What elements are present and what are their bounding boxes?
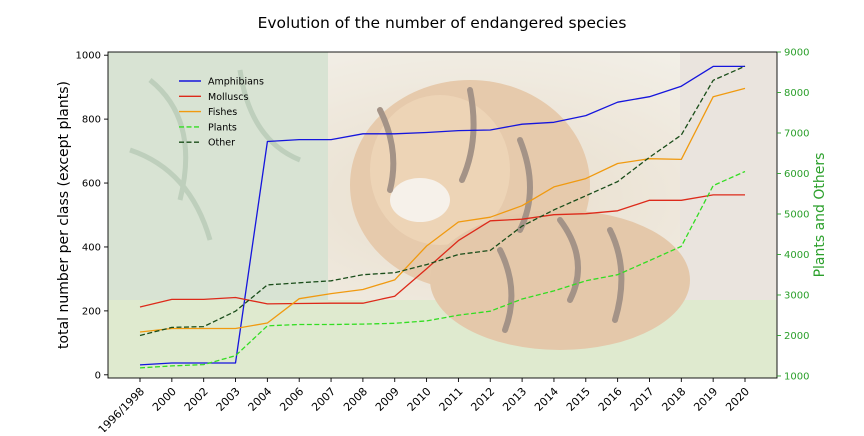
x-tick-label: 2015 [564, 385, 593, 414]
y2-tick-label: 8000 [784, 88, 809, 99]
x-tick-label: 2017 [628, 385, 657, 414]
x-tick-label: 2019 [691, 385, 720, 414]
y-tick-label: 200 [82, 306, 101, 317]
series-line-other [139, 65, 746, 337]
x-tick-label: 2003 [214, 385, 243, 414]
x-tick-label: 2020 [723, 385, 752, 414]
y-tick-label: 400 [82, 242, 101, 253]
legend: Amphibians Molluscs Fishes Plants Other [179, 77, 264, 149]
legend-label-fishes: Fishes [208, 107, 237, 118]
x-tick-label: 2016 [596, 385, 625, 414]
y2-tick-label: 3000 [784, 290, 809, 301]
y2-tick-label: 4000 [784, 250, 809, 261]
y-tick-label: 0 [95, 370, 101, 381]
plot-frame [107, 51, 778, 379]
x-tick-label: 2007 [309, 385, 338, 414]
chart-title: Evolution of the number of endangered sp… [258, 14, 627, 32]
y-axis-label: total number per class (except plants) [56, 81, 72, 349]
legend-label-other: Other [208, 138, 235, 149]
legend-label-molluscs: Molluscs [208, 92, 248, 103]
x-tick-label: 2018 [659, 385, 688, 414]
series-line-plants [139, 170, 746, 369]
series-line-molluscs [139, 194, 745, 308]
y2-tick-label: 1000 [784, 371, 809, 382]
legend-label-plants: Plants [208, 122, 237, 133]
series-lines [139, 65, 746, 369]
x-tick-label: 1996/1998 [96, 385, 147, 432]
x-tick-label: 2012 [468, 385, 497, 414]
x-tick-label: 2002 [182, 385, 211, 414]
x-tick-label: 2010 [405, 385, 434, 414]
y2-tick-label: 7000 [784, 128, 809, 139]
y2-axis-label: Plants and Others [812, 153, 828, 278]
x-tick-label: 2011 [437, 385, 466, 414]
x-tick-label: 2004 [245, 385, 274, 414]
y2-tick-label: 9000 [784, 48, 809, 59]
x-tick-label: 2006 [277, 385, 306, 414]
x-tick-label: 2008 [341, 385, 370, 414]
y2-tick-label: 2000 [784, 331, 809, 342]
y-tick-label: 1000 [76, 51, 101, 62]
legend-label-amphibians: Amphibians [208, 77, 264, 88]
y2-tick-label: 6000 [784, 169, 809, 180]
y-tick-label: 600 [82, 179, 101, 190]
tiger-photo-background [108, 52, 777, 378]
x-tick-label: 2009 [373, 385, 402, 414]
x-tick-label: 2013 [500, 385, 529, 414]
x-tick-label: 2014 [532, 385, 561, 414]
axes: 0 200 400 600 800 1000 1000 2000 3000 4000 5000 600… [76, 48, 810, 436]
y-tick-label: 800 [82, 115, 101, 126]
x-tick-label: 2000 [150, 385, 179, 414]
series-line-fishes [139, 87, 746, 333]
y2-tick-label: 5000 [784, 209, 809, 220]
series-line-amphibians [139, 65, 745, 366]
